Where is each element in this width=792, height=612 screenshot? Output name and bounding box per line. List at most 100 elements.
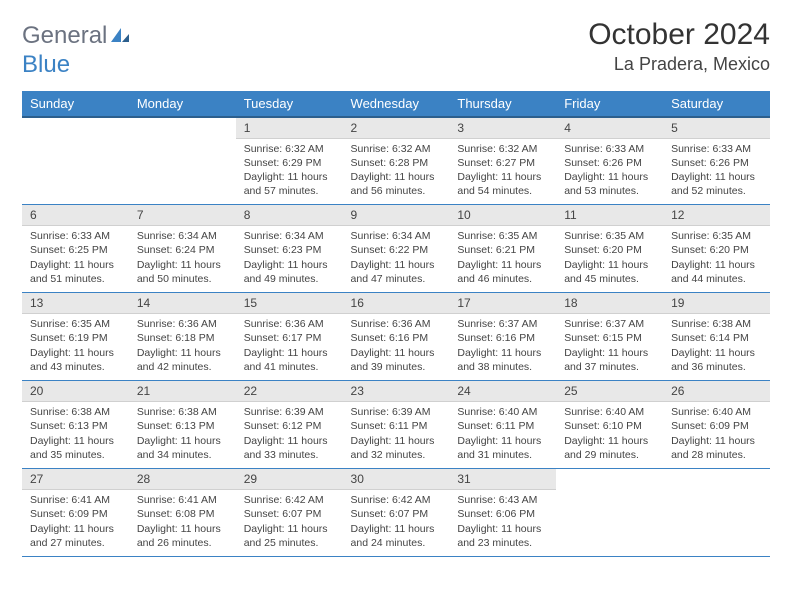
calendar-cell [129,117,236,205]
calendar-cell: 28Sunrise: 6:41 AMSunset: 6:08 PMDayligh… [129,469,236,557]
calendar-cell: 19Sunrise: 6:38 AMSunset: 6:14 PMDayligh… [663,293,770,381]
day-number: 25 [556,381,663,402]
calendar-row: 1Sunrise: 6:32 AMSunset: 6:29 PMDaylight… [22,117,770,205]
day-details: Sunrise: 6:36 AMSunset: 6:18 PMDaylight:… [129,314,236,378]
day-header: Thursday [449,91,556,117]
day-details: Sunrise: 6:40 AMSunset: 6:09 PMDaylight:… [663,402,770,466]
calendar-cell: 17Sunrise: 6:37 AMSunset: 6:16 PMDayligh… [449,293,556,381]
calendar-cell: 20Sunrise: 6:38 AMSunset: 6:13 PMDayligh… [22,381,129,469]
day-number: 26 [663,381,770,402]
day-number: 5 [663,118,770,139]
calendar-cell: 30Sunrise: 6:42 AMSunset: 6:07 PMDayligh… [343,469,450,557]
day-header-row: Sunday Monday Tuesday Wednesday Thursday… [22,91,770,117]
day-details: Sunrise: 6:41 AMSunset: 6:08 PMDaylight:… [129,490,236,554]
calendar-cell: 12Sunrise: 6:35 AMSunset: 6:20 PMDayligh… [663,205,770,293]
day-number: 6 [22,205,129,226]
day-details: Sunrise: 6:32 AMSunset: 6:27 PMDaylight:… [449,139,556,203]
day-number: 11 [556,205,663,226]
calendar-cell: 1Sunrise: 6:32 AMSunset: 6:29 PMDaylight… [236,117,343,205]
day-number: 2 [343,118,450,139]
day-number: 4 [556,118,663,139]
day-details: Sunrise: 6:39 AMSunset: 6:11 PMDaylight:… [343,402,450,466]
day-details: Sunrise: 6:38 AMSunset: 6:14 PMDaylight:… [663,314,770,378]
calendar-cell: 18Sunrise: 6:37 AMSunset: 6:15 PMDayligh… [556,293,663,381]
day-details: Sunrise: 6:42 AMSunset: 6:07 PMDaylight:… [343,490,450,554]
calendar-cell [556,469,663,557]
calendar-body: 1Sunrise: 6:32 AMSunset: 6:29 PMDaylight… [22,117,770,557]
calendar-cell: 29Sunrise: 6:42 AMSunset: 6:07 PMDayligh… [236,469,343,557]
day-details: Sunrise: 6:35 AMSunset: 6:20 PMDaylight:… [556,226,663,290]
day-number: 20 [22,381,129,402]
day-number: 18 [556,293,663,314]
day-number: 3 [449,118,556,139]
day-header: Sunday [22,91,129,117]
calendar-cell: 24Sunrise: 6:40 AMSunset: 6:11 PMDayligh… [449,381,556,469]
day-details: Sunrise: 6:33 AMSunset: 6:25 PMDaylight:… [22,226,129,290]
day-header: Friday [556,91,663,117]
day-number: 10 [449,205,556,226]
calendar-row: 6Sunrise: 6:33 AMSunset: 6:25 PMDaylight… [22,205,770,293]
day-details: Sunrise: 6:36 AMSunset: 6:17 PMDaylight:… [236,314,343,378]
day-details: Sunrise: 6:34 AMSunset: 6:23 PMDaylight:… [236,226,343,290]
day-number: 1 [236,118,343,139]
calendar-cell: 3Sunrise: 6:32 AMSunset: 6:27 PMDaylight… [449,117,556,205]
calendar-cell: 23Sunrise: 6:39 AMSunset: 6:11 PMDayligh… [343,381,450,469]
day-details: Sunrise: 6:32 AMSunset: 6:29 PMDaylight:… [236,139,343,203]
day-details: Sunrise: 6:35 AMSunset: 6:20 PMDaylight:… [663,226,770,290]
day-details: Sunrise: 6:41 AMSunset: 6:09 PMDaylight:… [22,490,129,554]
day-number: 9 [343,205,450,226]
day-details: Sunrise: 6:40 AMSunset: 6:11 PMDaylight:… [449,402,556,466]
calendar-cell: 10Sunrise: 6:35 AMSunset: 6:21 PMDayligh… [449,205,556,293]
day-details: Sunrise: 6:39 AMSunset: 6:12 PMDaylight:… [236,402,343,466]
day-number: 17 [449,293,556,314]
day-number: 29 [236,469,343,490]
day-number: 31 [449,469,556,490]
calendar-cell: 11Sunrise: 6:35 AMSunset: 6:20 PMDayligh… [556,205,663,293]
calendar-cell [22,117,129,205]
calendar-cell: 16Sunrise: 6:36 AMSunset: 6:16 PMDayligh… [343,293,450,381]
day-number: 16 [343,293,450,314]
calendar-cell: 26Sunrise: 6:40 AMSunset: 6:09 PMDayligh… [663,381,770,469]
sail-icon [109,23,131,51]
calendar-cell: 27Sunrise: 6:41 AMSunset: 6:09 PMDayligh… [22,469,129,557]
calendar-cell: 31Sunrise: 6:43 AMSunset: 6:06 PMDayligh… [449,469,556,557]
day-number: 15 [236,293,343,314]
calendar-cell: 14Sunrise: 6:36 AMSunset: 6:18 PMDayligh… [129,293,236,381]
day-number: 22 [236,381,343,402]
calendar-cell: 22Sunrise: 6:39 AMSunset: 6:12 PMDayligh… [236,381,343,469]
day-details: Sunrise: 6:32 AMSunset: 6:28 PMDaylight:… [343,139,450,203]
day-details: Sunrise: 6:38 AMSunset: 6:13 PMDaylight:… [129,402,236,466]
day-details: Sunrise: 6:35 AMSunset: 6:21 PMDaylight:… [449,226,556,290]
day-number: 12 [663,205,770,226]
day-header: Wednesday [343,91,450,117]
day-details: Sunrise: 6:42 AMSunset: 6:07 PMDaylight:… [236,490,343,554]
day-number: 23 [343,381,450,402]
day-number: 13 [22,293,129,314]
page-header: GeneralBlue October 2024 La Pradera, Mex… [22,18,770,79]
day-details: Sunrise: 6:37 AMSunset: 6:16 PMDaylight:… [449,314,556,378]
day-details: Sunrise: 6:38 AMSunset: 6:13 PMDaylight:… [22,402,129,466]
calendar-cell: 4Sunrise: 6:33 AMSunset: 6:26 PMDaylight… [556,117,663,205]
day-details: Sunrise: 6:37 AMSunset: 6:15 PMDaylight:… [556,314,663,378]
day-details: Sunrise: 6:35 AMSunset: 6:19 PMDaylight:… [22,314,129,378]
calendar-cell: 5Sunrise: 6:33 AMSunset: 6:26 PMDaylight… [663,117,770,205]
day-number: 28 [129,469,236,490]
day-details: Sunrise: 6:40 AMSunset: 6:10 PMDaylight:… [556,402,663,466]
logo-blue: Blue [22,51,70,78]
day-number: 7 [129,205,236,226]
logo-general: General [22,22,107,49]
day-number: 24 [449,381,556,402]
day-details: Sunrise: 6:34 AMSunset: 6:22 PMDaylight:… [343,226,450,290]
calendar-cell: 21Sunrise: 6:38 AMSunset: 6:13 PMDayligh… [129,381,236,469]
day-number: 19 [663,293,770,314]
month-title: October 2024 [588,18,770,52]
day-details: Sunrise: 6:33 AMSunset: 6:26 PMDaylight:… [663,139,770,203]
calendar-row: 13Sunrise: 6:35 AMSunset: 6:19 PMDayligh… [22,293,770,381]
location: La Pradera, Mexico [588,54,770,75]
day-number: 8 [236,205,343,226]
calendar-cell: 6Sunrise: 6:33 AMSunset: 6:25 PMDaylight… [22,205,129,293]
calendar-row: 27Sunrise: 6:41 AMSunset: 6:09 PMDayligh… [22,469,770,557]
day-details: Sunrise: 6:36 AMSunset: 6:16 PMDaylight:… [343,314,450,378]
logo: GeneralBlue [22,22,131,79]
calendar-cell: 13Sunrise: 6:35 AMSunset: 6:19 PMDayligh… [22,293,129,381]
